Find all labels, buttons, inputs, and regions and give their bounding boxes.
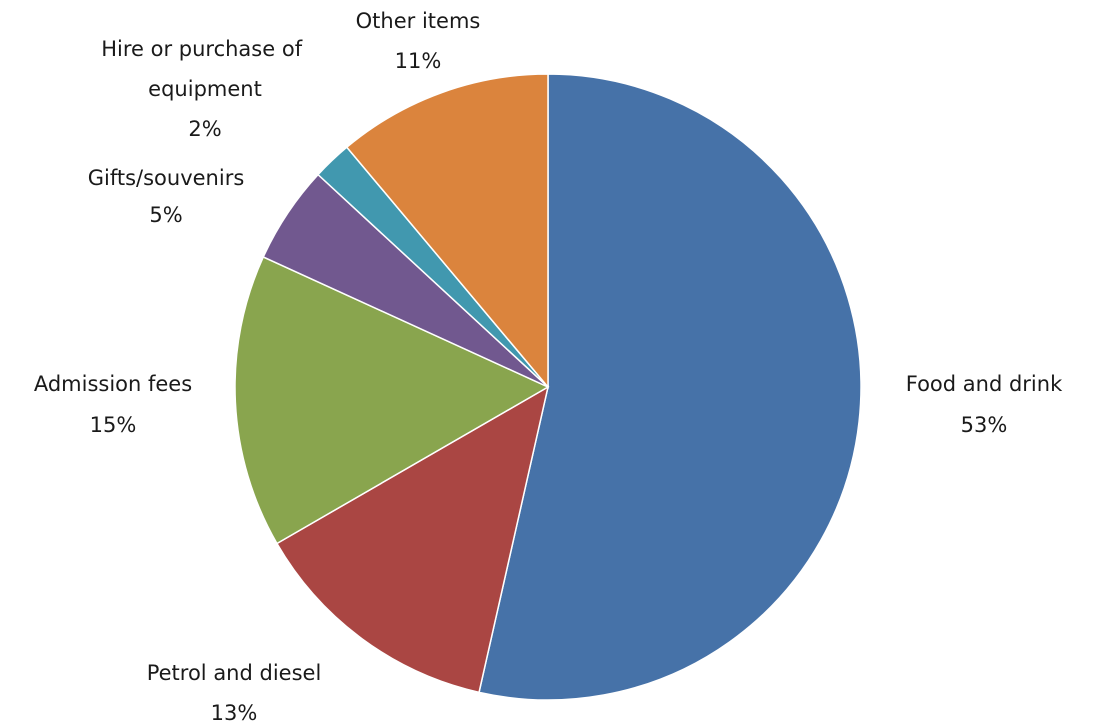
slice-label-other-items: Other items (356, 9, 481, 33)
slice-value-hire-or-purchase-of-equipment: 2% (188, 117, 221, 141)
pie-labels: Food and drink 53% Petrol and diesel 13%… (34, 9, 1063, 725)
slice-value-petrol-and-diesel: 13% (211, 701, 258, 725)
slice-label-food-and-drink: Food and drink (906, 372, 1063, 396)
pie-slice-admission-fees (234, 255, 550, 545)
slice-label-hire-or-purchase-of-equipment: Hire or purchase of equipment (101, 37, 309, 101)
pie-slice-food-and-drink (478, 73, 862, 701)
slice-value-gifts-souvenirs: 5% (149, 203, 182, 227)
slice-label-gifts-souvenirs: Gifts/souvenirs (88, 166, 245, 190)
slice-value-other-items: 11% (395, 49, 442, 73)
pie-slice-petrol-and-diesel (275, 385, 550, 694)
slice-value-food-and-drink: 53% (961, 413, 1008, 437)
slice-label-petrol-and-diesel: Petrol and diesel (147, 661, 322, 685)
slice-value-admission-fees: 15% (90, 413, 137, 437)
pie-slices (234, 73, 862, 701)
slice-label-admission-fees: Admission fees (34, 372, 192, 396)
pie-slice-other-items (345, 73, 549, 390)
